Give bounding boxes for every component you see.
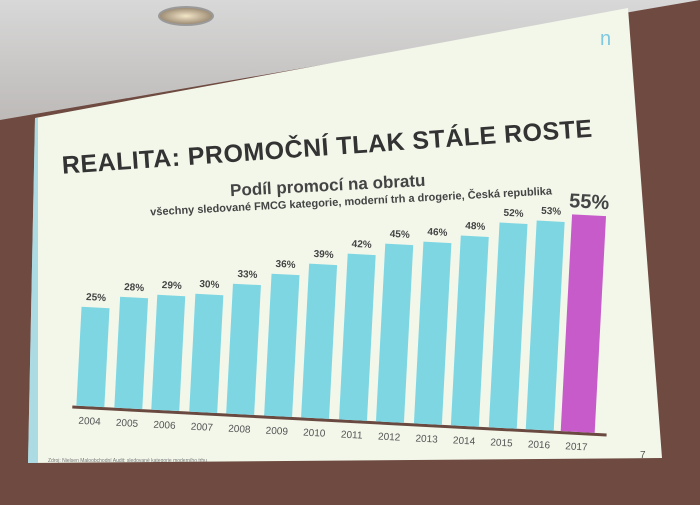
x-tick-2009: 2009: [265, 425, 289, 438]
data-label-2015: 52%: [503, 207, 524, 220]
bar-2010: [301, 263, 338, 419]
data-label-2008: 33%: [237, 268, 258, 281]
data-label-2017: 55%: [568, 189, 610, 215]
data-label-2010: 39%: [313, 248, 334, 261]
slide-edge-strip: [28, 118, 38, 463]
bar-2013: [413, 241, 451, 425]
data-label-2004: 25%: [85, 292, 107, 305]
x-tick-2015: 2015: [490, 437, 513, 450]
data-label-2006: 29%: [161, 280, 183, 293]
x-tick-2012: 2012: [377, 431, 401, 444]
ceiling-lamp: [158, 6, 214, 26]
bar-2005: [113, 297, 148, 410]
x-tick-2006: 2006: [153, 419, 176, 432]
bar-2004: [76, 307, 110, 408]
x-tick-2007: 2007: [190, 421, 214, 434]
source-note: Zdroj: Nielsen Maloobchodní Audit; sledo…: [48, 458, 207, 464]
bar-2014: [450, 235, 489, 427]
x-tick-2004: 2004: [78, 415, 101, 428]
bar-2015: [488, 222, 528, 429]
data-label-2014: 48%: [464, 221, 486, 234]
data-label-2007: 30%: [199, 278, 220, 291]
bar-2008: [226, 283, 261, 415]
x-tick-2013: 2013: [415, 433, 438, 446]
data-label-2011: 42%: [351, 238, 372, 251]
bar-2016: [525, 220, 565, 431]
x-tick-2017: 2017: [564, 441, 588, 454]
x-tick-2010: 2010: [302, 427, 326, 440]
bar-2006: [151, 295, 186, 412]
data-label-2005: 28%: [123, 282, 145, 295]
x-tick-2016: 2016: [527, 439, 551, 452]
data-label-2009: 36%: [275, 258, 296, 271]
page-number: 7: [640, 450, 646, 461]
x-tick-2008: 2008: [227, 423, 251, 436]
bar-2017: [560, 214, 606, 433]
bar-2011: [338, 253, 376, 421]
data-label-2013: 46%: [427, 227, 448, 240]
bar-2009: [263, 273, 300, 417]
bar-2012: [375, 243, 414, 423]
nielsen-logo: n: [600, 28, 612, 50]
bar-2007: [188, 293, 223, 414]
data-label-2012: 45%: [389, 229, 411, 242]
x-tick-2005: 2005: [115, 417, 139, 430]
x-tick-2011: 2011: [340, 429, 363, 442]
x-tick-2014: 2014: [452, 435, 476, 448]
